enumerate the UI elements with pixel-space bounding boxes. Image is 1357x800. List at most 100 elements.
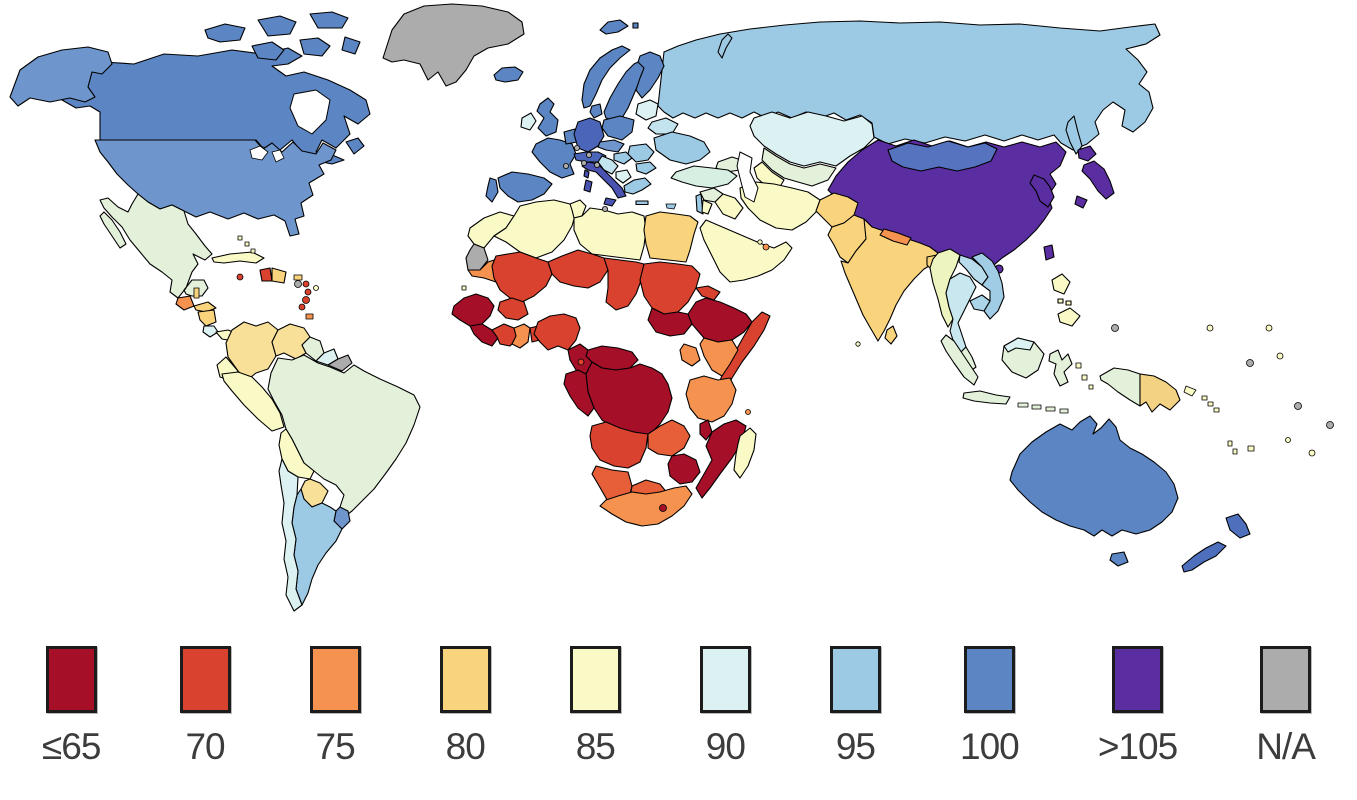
region-papua-indonesia bbox=[1099, 367, 1141, 407]
map-legend: ≤65 70 75 80 85 90 95 100 >105 N/A bbox=[0, 622, 1357, 800]
legend-swatch-90 bbox=[699, 646, 751, 713]
pacific-islands-yellow bbox=[1206, 324, 1316, 457]
region-niger bbox=[547, 249, 609, 289]
region-cambodia bbox=[969, 294, 991, 312]
region-puerto-rico bbox=[293, 274, 303, 281]
region-novaya-zemlya bbox=[717, 33, 733, 59]
region-vietnam bbox=[971, 252, 1005, 320]
region-greece bbox=[623, 177, 652, 206]
region-papua-new-guinea bbox=[1139, 373, 1181, 413]
region-south-sudan bbox=[647, 307, 693, 337]
region-turkey bbox=[670, 165, 738, 189]
region-moluccas bbox=[1075, 362, 1094, 390]
region-comoros bbox=[745, 409, 751, 415]
region-angola bbox=[589, 421, 649, 469]
region-maldives bbox=[855, 341, 861, 347]
legend-item: 100 bbox=[960, 622, 1020, 800]
region-costa-rica bbox=[202, 325, 219, 338]
region-greenland bbox=[382, 3, 525, 87]
region-korea bbox=[1029, 174, 1055, 208]
region-zimbabwe bbox=[667, 453, 701, 485]
region-mozambique bbox=[695, 419, 747, 499]
region-ireland bbox=[520, 112, 537, 131]
legend-label-90: 90 bbox=[705, 726, 746, 767]
caspian-sea bbox=[736, 151, 759, 203]
region-ukraine bbox=[653, 131, 711, 165]
legend-swatch-gt105 bbox=[1112, 646, 1163, 713]
legend-item: 80 bbox=[439, 622, 491, 800]
region-qatar bbox=[762, 243, 770, 251]
region-iceland bbox=[493, 66, 524, 83]
region-saudi-peninsula bbox=[699, 219, 793, 283]
great-lakes bbox=[249, 145, 285, 163]
legend-label-85: 85 bbox=[575, 726, 616, 767]
region-colombia bbox=[225, 321, 279, 382]
region-java bbox=[962, 390, 1011, 405]
region-italy bbox=[581, 161, 627, 207]
region-belize bbox=[193, 287, 200, 299]
region-zambia bbox=[647, 419, 691, 457]
region-svalbard bbox=[599, 19, 639, 35]
region-poland bbox=[601, 115, 635, 141]
legend-item: 90 bbox=[699, 622, 751, 800]
region-cuba bbox=[211, 251, 265, 264]
region-argentina bbox=[291, 488, 343, 606]
hudson-bay bbox=[289, 89, 331, 135]
legend-label-na: N/A bbox=[1256, 726, 1316, 767]
region-mongolia bbox=[887, 140, 998, 172]
region-libya bbox=[573, 207, 647, 261]
region-hungary bbox=[613, 151, 633, 165]
region-sudan bbox=[639, 261, 701, 315]
pacific-islands-gray bbox=[1111, 324, 1334, 429]
legend-swatch-70 bbox=[179, 646, 231, 713]
region-chile bbox=[278, 458, 303, 612]
region-malawi bbox=[699, 419, 713, 441]
region-taiwan bbox=[1043, 244, 1055, 261]
region-canadian-arctic-islands bbox=[204, 11, 365, 155]
legend-swatch-le65 bbox=[45, 646, 97, 713]
region-nepal bbox=[879, 228, 912, 246]
region-czech-slovakia bbox=[597, 139, 625, 153]
region-kenya bbox=[699, 337, 739, 377]
region-fiji bbox=[1247, 445, 1255, 452]
european-microstates bbox=[563, 144, 609, 212]
region-iran bbox=[739, 181, 821, 231]
region-australia bbox=[1009, 415, 1179, 537]
region-united-kingdom bbox=[536, 97, 559, 137]
region-sulawesi bbox=[1048, 349, 1073, 387]
legend-item: >105 bbox=[1097, 622, 1178, 800]
region-france bbox=[531, 137, 577, 179]
region-ghana bbox=[511, 323, 531, 349]
region-baltics bbox=[635, 99, 659, 121]
legend-label-70: 70 bbox=[185, 726, 225, 767]
region-central-asia bbox=[761, 147, 837, 187]
region-vanuatu bbox=[1227, 440, 1238, 455]
region-russia bbox=[657, 20, 1161, 151]
region-egypt bbox=[643, 211, 699, 263]
region-mexico bbox=[99, 193, 213, 299]
region-jamaica bbox=[236, 273, 244, 281]
region-tanzania bbox=[685, 375, 737, 423]
legend-swatch-85 bbox=[569, 646, 621, 713]
region-haiti bbox=[259, 267, 273, 282]
region-norway bbox=[581, 45, 631, 109]
region-dominican-republic bbox=[271, 267, 287, 284]
legend-item: 95 bbox=[829, 622, 881, 800]
region-albania-macedonia bbox=[615, 169, 632, 184]
region-solomons bbox=[1201, 395, 1220, 413]
legend-swatch-100 bbox=[963, 646, 1015, 713]
legend-item: 85 bbox=[569, 622, 621, 800]
region-burkina-faso bbox=[497, 297, 529, 321]
region-finland bbox=[635, 51, 665, 99]
legend-item: 75 bbox=[309, 622, 361, 800]
region-sierra-leone-liberia bbox=[469, 323, 499, 347]
region-french-guiana bbox=[327, 354, 353, 372]
world-map bbox=[9, 3, 1334, 612]
region-senegal-guinea bbox=[451, 293, 495, 327]
region-trinidad bbox=[305, 313, 314, 320]
region-peru bbox=[221, 371, 285, 432]
region-japan bbox=[1074, 145, 1115, 209]
legend-label-gt105: >105 bbox=[1097, 726, 1178, 767]
region-lesser-antilles bbox=[298, 280, 312, 311]
